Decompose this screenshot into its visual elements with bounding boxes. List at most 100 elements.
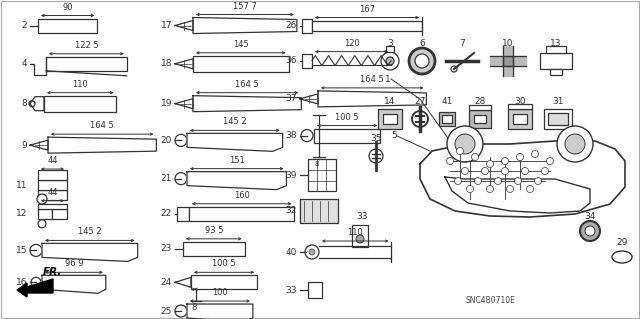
Bar xyxy=(314,129,380,143)
Polygon shape xyxy=(42,243,138,261)
Circle shape xyxy=(356,235,364,243)
Bar xyxy=(439,112,455,126)
Bar xyxy=(544,109,572,129)
Bar xyxy=(38,204,67,209)
Circle shape xyxy=(37,194,47,204)
Text: 29: 29 xyxy=(616,238,628,247)
Bar xyxy=(183,242,244,256)
Circle shape xyxy=(456,147,463,154)
Bar xyxy=(38,209,52,219)
Circle shape xyxy=(455,134,475,154)
Bar xyxy=(302,19,312,33)
Text: 164 5: 164 5 xyxy=(236,80,259,89)
Polygon shape xyxy=(30,140,48,150)
Bar xyxy=(302,54,312,68)
Bar xyxy=(352,225,368,247)
Circle shape xyxy=(381,52,399,70)
Text: 41: 41 xyxy=(442,97,452,106)
Text: 27: 27 xyxy=(414,97,426,106)
Circle shape xyxy=(38,220,46,228)
Bar xyxy=(193,56,289,72)
Bar xyxy=(38,190,67,200)
Text: 23: 23 xyxy=(161,244,172,253)
Circle shape xyxy=(461,167,468,174)
Text: 44: 44 xyxy=(47,188,58,197)
Bar xyxy=(308,160,336,191)
Circle shape xyxy=(495,177,502,184)
Text: 15: 15 xyxy=(15,246,27,255)
Text: 100: 100 xyxy=(212,288,228,297)
Text: 17: 17 xyxy=(161,21,172,30)
Bar xyxy=(189,207,294,221)
Text: SNC4B0710E: SNC4B0710E xyxy=(465,296,515,305)
Bar xyxy=(44,96,116,112)
Text: 20: 20 xyxy=(161,136,172,145)
Circle shape xyxy=(175,305,187,317)
Circle shape xyxy=(409,48,435,74)
Text: 145 2: 145 2 xyxy=(223,117,246,126)
Polygon shape xyxy=(300,94,318,104)
Bar xyxy=(177,207,189,221)
Bar xyxy=(548,113,568,125)
Circle shape xyxy=(467,186,474,192)
Text: 40: 40 xyxy=(285,248,297,256)
Text: 11: 11 xyxy=(15,181,27,189)
Bar xyxy=(38,180,67,190)
Circle shape xyxy=(472,153,479,160)
Text: 122 5: 122 5 xyxy=(74,41,98,50)
Polygon shape xyxy=(318,91,426,107)
Text: 100 5: 100 5 xyxy=(335,113,359,122)
Bar xyxy=(508,109,532,129)
Text: 36: 36 xyxy=(285,56,297,65)
Circle shape xyxy=(305,245,319,259)
Polygon shape xyxy=(175,277,191,287)
Circle shape xyxy=(502,167,509,174)
Text: 2: 2 xyxy=(21,21,27,30)
Text: 19: 19 xyxy=(161,99,172,108)
Bar xyxy=(191,275,257,289)
Bar xyxy=(442,115,452,123)
Text: 22: 22 xyxy=(161,209,172,218)
Circle shape xyxy=(175,134,187,146)
Text: 9: 9 xyxy=(21,141,27,150)
Text: 120: 120 xyxy=(344,39,360,48)
Circle shape xyxy=(454,177,461,184)
Text: 8: 8 xyxy=(314,160,319,167)
Polygon shape xyxy=(175,99,193,109)
Bar xyxy=(550,69,562,75)
Text: 30: 30 xyxy=(515,97,525,106)
Circle shape xyxy=(412,111,428,127)
Text: 100 5: 100 5 xyxy=(212,259,236,268)
Circle shape xyxy=(531,151,538,158)
Bar xyxy=(474,115,486,123)
Text: 6: 6 xyxy=(419,39,425,48)
Text: 37: 37 xyxy=(285,94,297,103)
Text: 1: 1 xyxy=(385,75,391,84)
Circle shape xyxy=(30,244,42,256)
Text: 44: 44 xyxy=(47,156,58,165)
Polygon shape xyxy=(193,96,301,112)
Text: 34: 34 xyxy=(584,212,596,221)
Circle shape xyxy=(565,134,585,154)
Circle shape xyxy=(447,158,454,165)
Circle shape xyxy=(447,126,483,162)
Circle shape xyxy=(301,130,313,142)
Polygon shape xyxy=(42,275,106,293)
Text: FR.: FR. xyxy=(43,267,62,277)
Circle shape xyxy=(522,167,529,174)
Circle shape xyxy=(486,186,493,192)
Circle shape xyxy=(474,177,481,184)
Text: 16: 16 xyxy=(15,278,27,287)
Text: 39: 39 xyxy=(285,171,297,180)
Bar xyxy=(508,104,532,109)
Circle shape xyxy=(585,226,595,236)
Text: 21: 21 xyxy=(161,174,172,183)
Circle shape xyxy=(369,149,383,163)
Text: 8: 8 xyxy=(21,99,27,108)
Text: 160: 160 xyxy=(234,191,250,200)
Bar xyxy=(540,53,572,69)
Text: 10: 10 xyxy=(502,39,514,48)
Circle shape xyxy=(516,153,524,160)
Text: 12: 12 xyxy=(15,209,27,218)
Bar xyxy=(38,170,67,180)
